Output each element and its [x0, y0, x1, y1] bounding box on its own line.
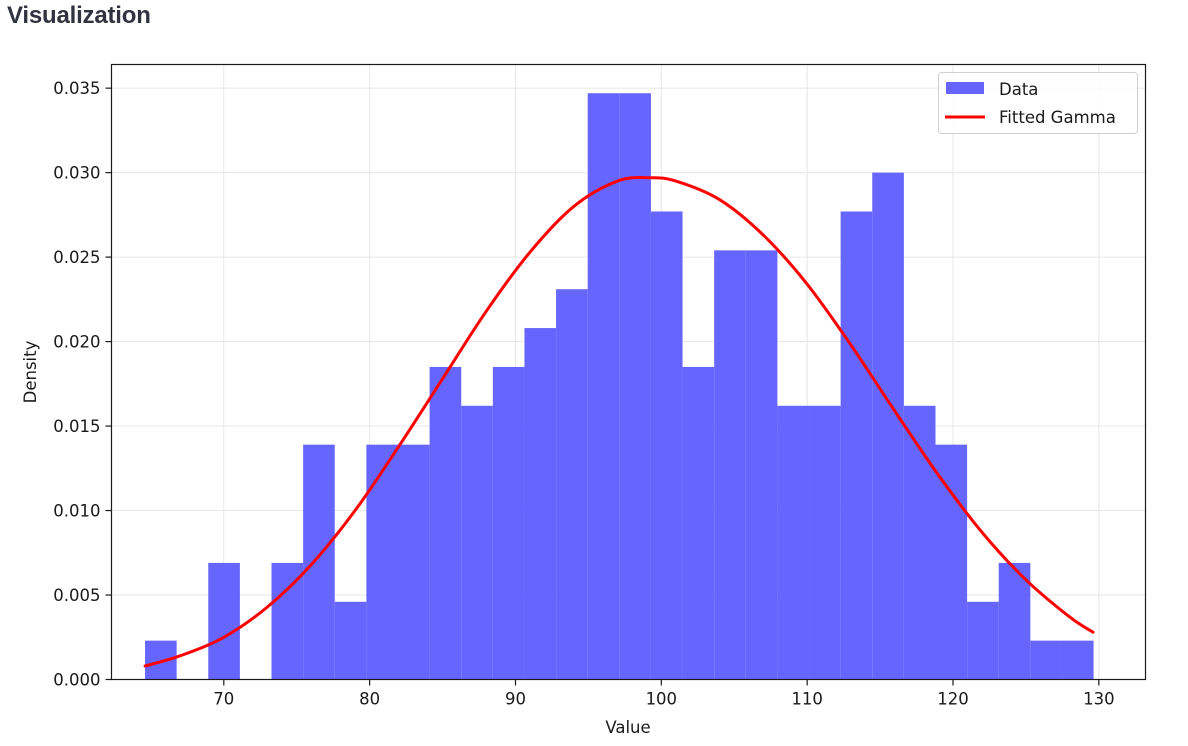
histogram-bar — [461, 405, 493, 680]
x-tick-label: 100 — [646, 690, 678, 709]
histogram-bar — [935, 444, 968, 680]
x-tick-label: 90 — [505, 690, 526, 709]
x-tick-label: 110 — [791, 690, 823, 709]
histogram-bar — [967, 601, 999, 680]
fitted-gamma-curve — [143, 176, 1095, 668]
y-axis-label: Density — [21, 340, 40, 403]
histogram-bar — [397, 444, 430, 680]
y-tick-label: 0.020 — [53, 333, 100, 352]
histogram-bar — [524, 328, 557, 680]
histogram-bar — [714, 250, 746, 680]
histogram-bar — [903, 405, 936, 680]
legend-label-fitted-gamma: Fitted Gamma — [999, 108, 1116, 127]
histogram-bar — [809, 405, 841, 680]
histogram-bar — [745, 250, 778, 680]
histogram-bar — [208, 562, 240, 680]
histogram-bar — [303, 444, 335, 680]
y-tick-label: 0.025 — [53, 248, 100, 267]
x-tick-label: 120 — [937, 690, 969, 709]
histogram-bar — [556, 289, 588, 680]
section-title: Visualization — [7, 2, 151, 29]
histogram-bar — [650, 211, 683, 680]
plot-frame — [110, 63, 1147, 681]
x-tick-label: 80 — [359, 690, 380, 709]
legend: Data Fitted Gamma — [938, 72, 1138, 134]
x-tick-label: 130 — [1083, 690, 1115, 709]
histogram-bar — [777, 405, 810, 680]
x-axis-label: Value — [605, 718, 650, 737]
histogram-bar — [334, 601, 367, 680]
histogram-bar — [872, 172, 904, 680]
histogram-bar — [271, 562, 304, 680]
legend-swatch-data — [946, 82, 984, 94]
x-tick-label: 70 — [213, 690, 234, 709]
histogram-bar — [492, 366, 525, 680]
legend-box — [938, 72, 1138, 134]
y-tick-label: 0.010 — [53, 502, 100, 521]
histogram-bar — [998, 562, 1031, 680]
legend-label-data: Data — [999, 80, 1038, 99]
y-axis-ticks: 0.000 0.005 0.010 0.015 0.020 0.025 0.030 0.035 — [53, 79, 112, 690]
histogram-bar — [1061, 640, 1094, 680]
histogram-bar — [840, 211, 873, 680]
histogram-bar — [429, 366, 462, 680]
x-axis-ticks: 70 80 90 100 110 120 130 — [213, 679, 1115, 709]
y-tick-label: 0.030 — [53, 164, 100, 183]
histogram-bar — [682, 366, 715, 680]
histogram-bar — [619, 93, 651, 680]
histogram-bar — [1030, 640, 1062, 680]
y-tick-label: 0.000 — [53, 671, 100, 690]
y-tick-label: 0.015 — [53, 417, 100, 436]
histogram-bar — [366, 444, 398, 680]
y-tick-label: 0.005 — [53, 586, 100, 605]
histogram-bar — [587, 93, 620, 680]
y-tick-label: 0.035 — [53, 79, 100, 98]
histogram-bars — [145, 93, 1094, 680]
